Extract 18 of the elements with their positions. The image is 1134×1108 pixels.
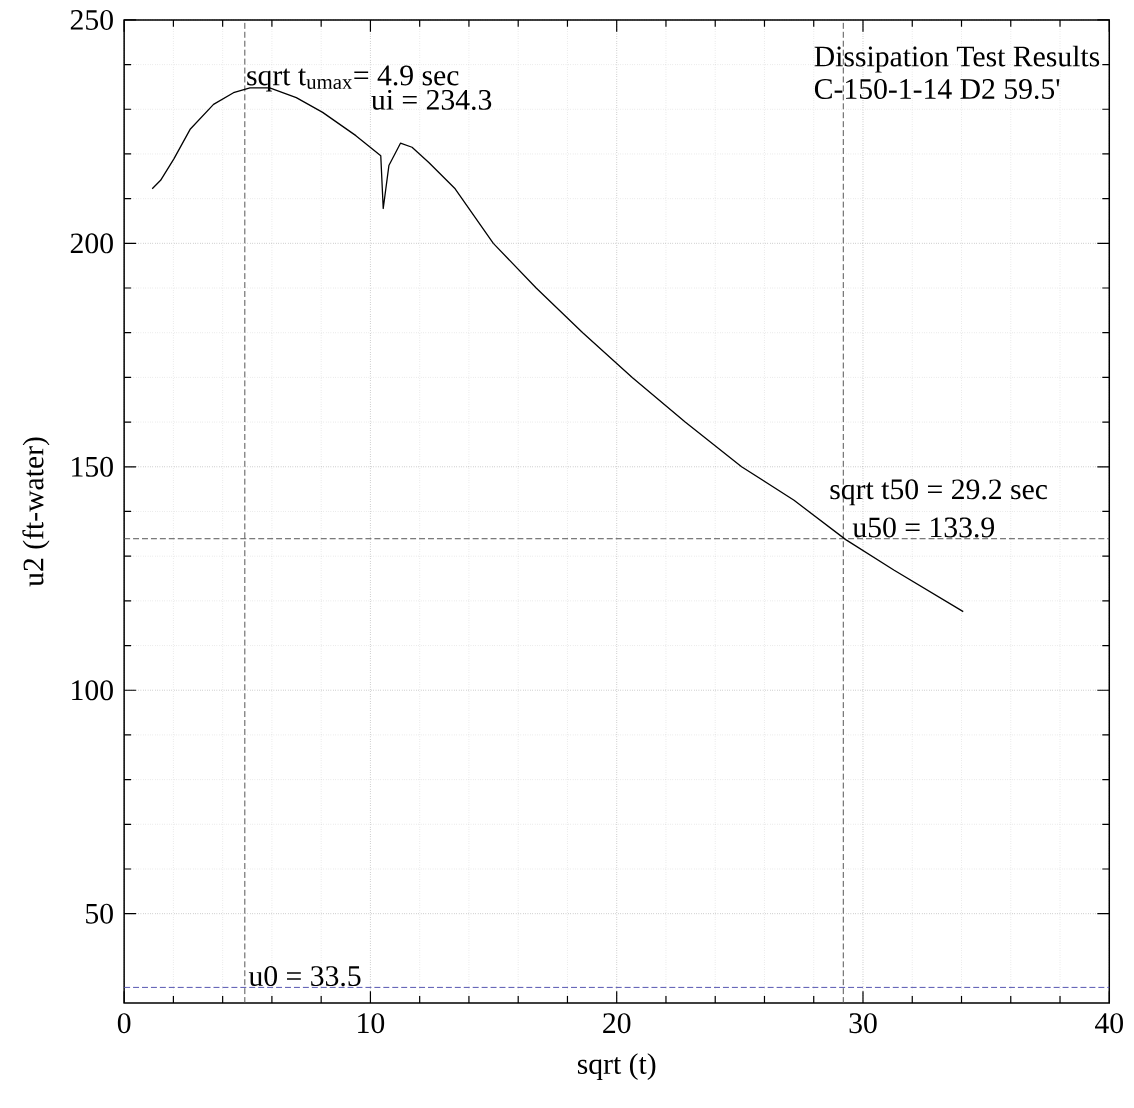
y-tick-label: 50 [86, 903, 113, 924]
x-tick-label: 10 [358, 1012, 385, 1034]
x-tick-label: 20 [603, 1012, 631, 1034]
x-tick-label: 30 [849, 1012, 877, 1034]
x-tick-label: 40 [1095, 1012, 1123, 1034]
ref-line-label: u50 = 133.9 [852, 517, 994, 538]
annotation: ui = 234.3 [371, 89, 492, 110]
x-axis-title: sqrt (t) [577, 1053, 656, 1080]
ref-line-label: u0 = 33.5 [248, 965, 361, 987]
y-tick-label: 200 [70, 233, 113, 254]
ref-line-label: sqrt t50 = 29.2 sec [830, 479, 1048, 506]
text: Dissipation Test Results [814, 45, 1100, 73]
x-tick-label: 0 [117, 1012, 131, 1034]
y-tick-label: 100 [72, 680, 113, 701]
y-axis-title: u2 (ft-water) [22, 437, 50, 587]
y-tick-label: 150 [72, 456, 113, 477]
text: C-150-1-14 D2 59.5' [814, 78, 1060, 99]
y-tick-label: 250 [70, 9, 113, 30]
